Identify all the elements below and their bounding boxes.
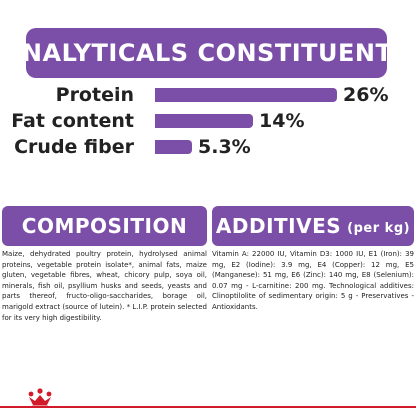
protein-label: Protein [55, 84, 134, 106]
fat-content-bar [155, 114, 253, 128]
fat-content-value: 14% [259, 110, 305, 132]
additives-title: ADDITIVES [215, 214, 342, 238]
protein-bar [155, 88, 337, 102]
protein-value: 26% [343, 84, 389, 106]
composition-title: COMPOSITION [21, 214, 188, 238]
crude-fiber-label: Crude fiber [14, 136, 134, 158]
crude-fiber-value: 5.3% [198, 136, 251, 158]
crude-fiber-row: Crude fiber 5.3% [0, 132, 416, 162]
fat-content-row: Fat content 14% [0, 106, 416, 136]
composition-banner: COMPOSITION [2, 206, 207, 246]
composition-text: Maize, dehydrated poultry protein, hydro… [2, 250, 207, 322]
analytical-constituents-banner: ANALYTICALS CONSTITUENTS [3, 28, 410, 78]
royal-canin-crown-icon [28, 388, 52, 408]
protein-row: Protein 26% [0, 80, 416, 110]
crude-fiber-bar [155, 140, 192, 154]
additives-text: Vitamin A: 22000 IU, Vitamin D3: 1000 IU… [212, 250, 414, 311]
fat-content-label: Fat content [11, 110, 134, 132]
additives-unit: (per kg) [347, 220, 411, 236]
footer-divider [0, 406, 416, 408]
additives-banner: ADDITIVES (per kg) [212, 206, 414, 246]
